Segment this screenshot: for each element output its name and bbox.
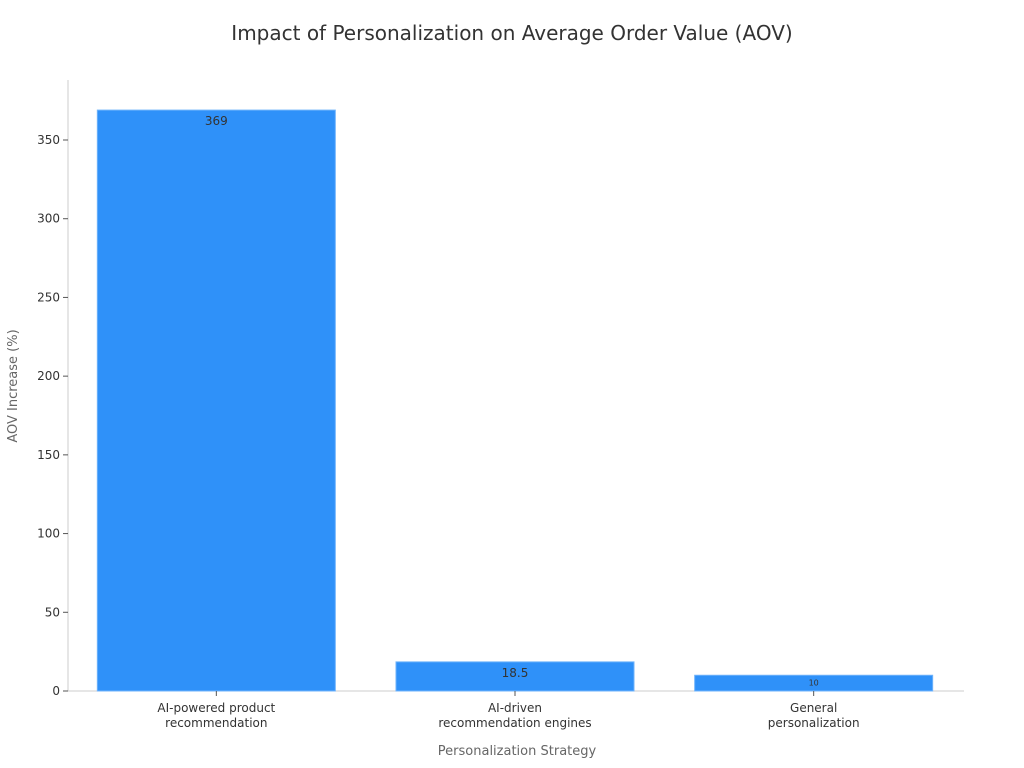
bar-value-label: 18.5: [502, 666, 529, 680]
x-axis-label: Personalization Strategy: [438, 744, 597, 759]
y-tick-label: 0: [52, 684, 60, 698]
y-tick-label: 150: [37, 448, 60, 462]
x-tick-label: personalization: [768, 716, 860, 730]
x-tick-label: General: [790, 701, 837, 715]
bar: [96, 109, 336, 692]
y-tick-label: 50: [45, 605, 60, 619]
x-tick-label: recommendation engines: [438, 716, 591, 730]
x-tick-label: recommendation: [165, 716, 267, 730]
y-tick-label: 100: [37, 527, 60, 541]
y-tick-label: 300: [37, 212, 60, 226]
y-tick-label: 350: [37, 133, 60, 147]
bar: [395, 661, 635, 692]
y-tick-label: 200: [37, 369, 60, 383]
y-tick-label: 250: [37, 290, 60, 304]
x-tick-label: AI-driven: [488, 701, 542, 715]
x-tick-label: AI-powered product: [157, 701, 275, 715]
bar-value-label: 369: [205, 114, 228, 128]
y-axis-label: AOV Increase (%): [6, 329, 21, 442]
bar-value-label: 10: [809, 678, 819, 687]
chart-title: Impact of Personalization on Average Ord…: [231, 21, 792, 45]
